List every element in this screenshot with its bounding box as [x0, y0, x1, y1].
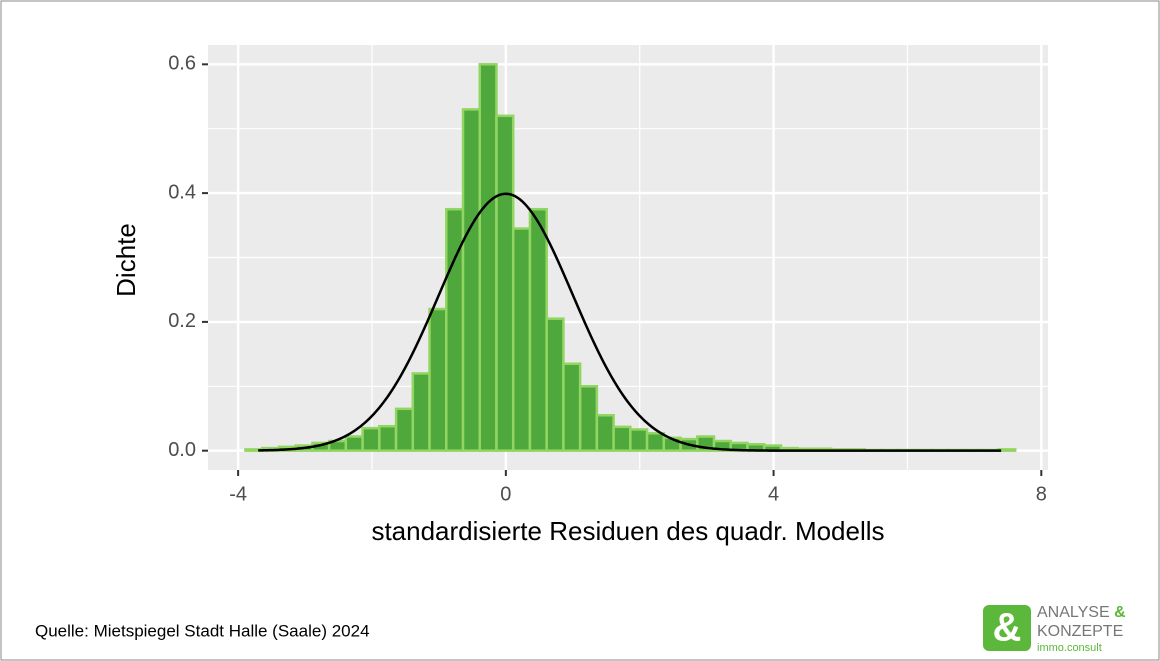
logo-text: ANALYSE &: [1037, 604, 1126, 621]
bar: [562, 362, 582, 452]
bar: [545, 317, 565, 452]
bar: [511, 227, 532, 452]
bar: [428, 307, 448, 452]
logo-text: KONZEPTE: [1037, 623, 1123, 640]
logo-symbol: &: [993, 606, 1022, 650]
bar: [528, 207, 548, 452]
y-tick-label: 0.2: [168, 310, 196, 332]
logo: & ANALYSE & KONZEPTE immo.consult: [983, 604, 1126, 654]
bar: [595, 414, 615, 452]
bar: [478, 63, 498, 452]
bar: [394, 407, 415, 452]
x-tick-label: 8: [1036, 483, 1047, 505]
bar: [645, 432, 666, 452]
normal-curve: [258, 192, 1002, 452]
bar: [411, 372, 431, 452]
logo-line: ANALYSE: [1037, 604, 1110, 621]
logo-amp: &: [1114, 604, 1126, 621]
bar: [378, 424, 398, 452]
y-tick-label: 0.0: [168, 439, 196, 461]
bar: [495, 114, 515, 452]
bar: [344, 435, 364, 452]
bar: [361, 426, 381, 452]
source: Quelle: Mietspiegel Stadt Halle (Saale) …: [35, 621, 370, 640]
bar: [612, 425, 632, 452]
bar: [629, 428, 649, 452]
x-axis-label: standardisierte Residuen des quadr. Mode…: [371, 516, 884, 546]
logo-box: [983, 605, 1031, 651]
bar: [578, 385, 599, 452]
x-tick-label: 4: [768, 483, 779, 505]
logo-text: immo.consult: [1037, 642, 1102, 654]
bar: [461, 108, 481, 452]
x-tick-label: -4: [229, 483, 247, 505]
y-tick-label: 0.6: [168, 53, 196, 75]
y-axis-label: Dichte: [111, 223, 141, 297]
y-tick-label: 0.4: [168, 181, 196, 203]
x-tick-label: 0: [500, 483, 511, 505]
